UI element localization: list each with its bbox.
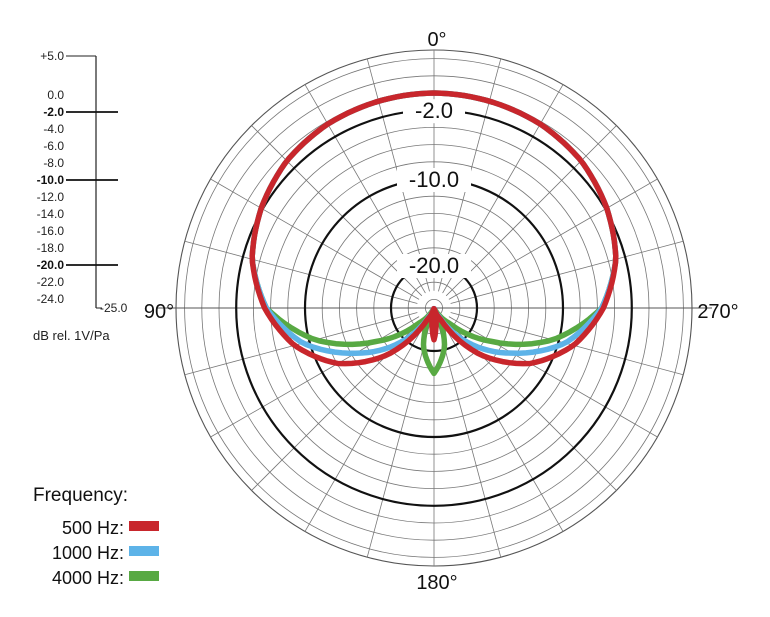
ring-label-backing <box>397 254 471 278</box>
grid-spoke <box>184 240 418 304</box>
angle-label-top: 0° <box>427 29 446 51</box>
grid-spoke <box>445 125 617 297</box>
legend-label-4000hz: 4000 Hz: <box>52 568 124 588</box>
ring-label-minus-20: -20.0 <box>409 253 459 278</box>
scale-label: -12.0 <box>37 190 65 204</box>
grid-spoke <box>210 178 420 300</box>
scale-label: -8.0 <box>43 156 64 170</box>
db-scale: +5.0 0.0 -2.0 -4.0 -6.0 -8.0 -10.0 -12.0 -14.0 -1… <box>37 49 128 315</box>
scale-label: -10.0 <box>37 173 65 187</box>
grid-spoke <box>366 324 430 558</box>
legend-title: Frequency: <box>33 485 128 506</box>
angle-label-right: 270° <box>697 301 738 323</box>
ring-labels: -2.0 -10.0 -20.0 <box>397 98 471 278</box>
scale-label: -18.0 <box>37 241 65 255</box>
grid-spoke <box>450 240 684 304</box>
grid-spoke <box>448 316 658 438</box>
ring-label-minus-2: -2.0 <box>415 98 453 123</box>
angle-label-bottom: 180° <box>416 572 457 594</box>
scale-label: -20.0 <box>37 258 65 272</box>
scale-label: 0.0 <box>47 88 64 102</box>
ring-label-backing <box>397 168 471 192</box>
grid-spoke <box>448 178 658 300</box>
scale-label: -25.0 <box>100 301 128 315</box>
ring-label-minus-10: -10.0 <box>409 167 459 192</box>
polar-grid <box>156 49 712 567</box>
scale-label: -6.0 <box>43 139 64 153</box>
scale-label: -16.0 <box>37 224 65 238</box>
angle-label-left: 90° <box>144 301 174 323</box>
legend-label-1000hz: 1000 Hz: <box>52 543 124 563</box>
series-curves <box>249 90 619 377</box>
angle-labels: 0° 90° 270° 180° <box>144 29 739 594</box>
legend-label-500hz: 500 Hz: <box>62 518 124 538</box>
unit-label: dB rel. 1V/Pa <box>33 328 110 343</box>
scale-label: -4.0 <box>43 122 64 136</box>
scale-label: -2.0 <box>43 105 64 119</box>
grid-spoke <box>251 125 423 297</box>
grid-spoke <box>210 316 420 438</box>
grid-spoke <box>442 322 564 532</box>
series-curve-500hz <box>249 90 619 367</box>
legend-swatch-4000hz <box>129 571 159 581</box>
scale-label: -22.0 <box>37 275 65 289</box>
scale-label: +5.0 <box>40 49 64 63</box>
legend: Frequency: 500 Hz: 1000 Hz: 4000 Hz: <box>33 485 159 588</box>
grid-spoke <box>304 322 426 532</box>
scale-label: -14.0 <box>37 207 65 221</box>
legend-swatch-500hz <box>129 521 159 531</box>
ring-label-backing <box>403 99 465 124</box>
legend-swatch-1000hz <box>129 546 159 556</box>
scale-label: -24.0 <box>37 292 65 306</box>
grid-spoke <box>438 324 502 558</box>
